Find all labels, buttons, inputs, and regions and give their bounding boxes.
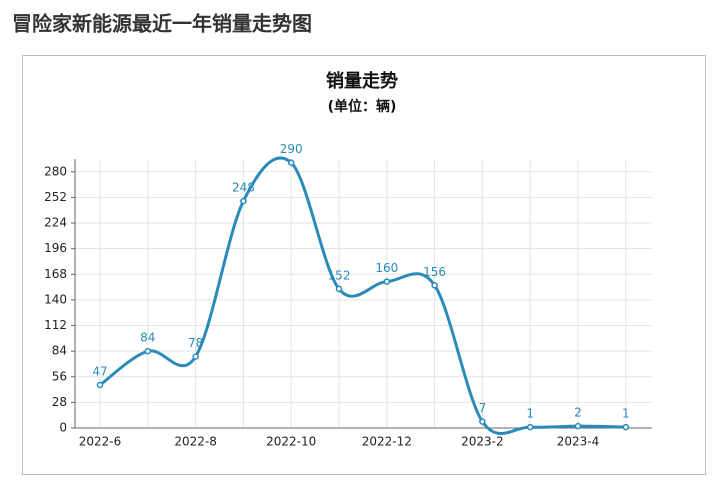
data-label: 2 xyxy=(574,406,582,420)
data-label: 160 xyxy=(375,261,398,275)
point xyxy=(144,347,152,355)
y-tick-label: 280 xyxy=(44,164,67,178)
y-tick-label: 112 xyxy=(44,318,67,332)
chart-frame xyxy=(22,55,706,475)
x-tick-label: 2022-8 xyxy=(174,435,217,449)
data-label: 1 xyxy=(622,407,630,421)
point xyxy=(622,423,630,431)
data-label: 78 xyxy=(188,336,203,350)
x-tick-label: 2023-4 xyxy=(557,435,600,449)
chart-subtitle: (单位：辆) xyxy=(328,98,397,115)
y-tick-label: 140 xyxy=(44,292,67,306)
y-tick-label: 84 xyxy=(52,344,67,358)
y-tick-label: 196 xyxy=(44,241,67,255)
point xyxy=(335,285,343,293)
point xyxy=(383,278,391,285)
point xyxy=(479,418,486,425)
page-title: 冒险家新能源最近一年销量走势图 xyxy=(12,12,312,36)
data-label: 156 xyxy=(423,265,446,279)
x-tick-label: 2022-12 xyxy=(362,435,412,449)
x-tick-label: 2022-10 xyxy=(266,435,316,449)
point xyxy=(431,282,438,289)
chart-title: 销量走势 xyxy=(326,70,398,92)
data-label: 248 xyxy=(232,181,255,195)
point xyxy=(240,197,247,205)
point xyxy=(192,353,199,360)
y-tick-label: 252 xyxy=(44,190,67,204)
y-tick-label: 28 xyxy=(52,395,67,409)
y-tick-label: 0 xyxy=(59,421,67,435)
data-label: 7 xyxy=(479,401,487,415)
y-tick-label: 56 xyxy=(52,369,67,383)
data-label: 1 xyxy=(526,407,534,421)
x-tick-label: 2022-6 xyxy=(79,435,122,449)
y-tick-label: 168 xyxy=(44,267,67,281)
point xyxy=(96,381,104,389)
data-label: 290 xyxy=(280,142,303,156)
data-label: 47 xyxy=(92,364,107,378)
point xyxy=(287,159,295,166)
data-label: 84 xyxy=(140,331,155,345)
y-tick-label: 224 xyxy=(44,216,67,230)
x-tick-label: 2023-2 xyxy=(461,435,504,449)
data-label: 152 xyxy=(328,268,351,282)
point xyxy=(574,422,582,430)
point xyxy=(526,423,534,431)
